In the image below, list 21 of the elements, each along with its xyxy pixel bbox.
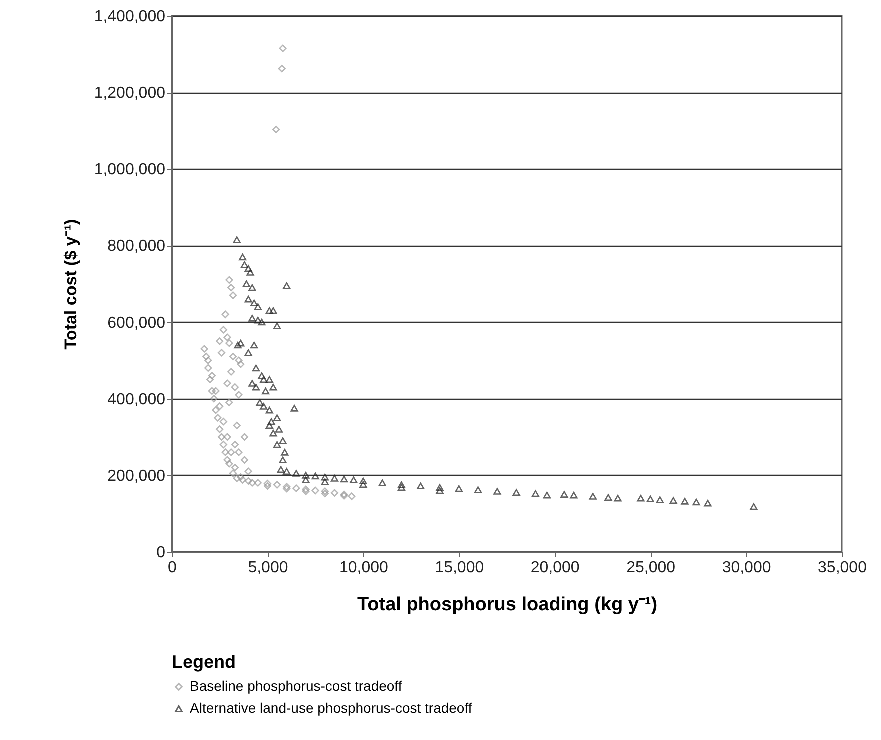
x-tick-label: 35,000	[818, 560, 868, 576]
x-tick-label: 10,000	[339, 560, 388, 576]
x-axis-title: Total phosphorus loading (kg y⁻¹)	[357, 594, 658, 616]
legend-label: Baseline phosphorus-cost tradeoff	[190, 678, 402, 694]
y-tick-label: 1,400,000	[94, 8, 166, 26]
y-tick-label: 1,200,000	[94, 85, 166, 102]
y-axis-title: Total cost ($ y⁻¹)	[61, 219, 80, 350]
x-tick-label: 15,000	[435, 560, 484, 576]
legend-title: Legend	[172, 652, 236, 672]
x-tick-label: 0	[168, 560, 178, 576]
y-tick-label: 600,000	[108, 314, 166, 332]
y-tick-label: 800,000	[108, 238, 166, 256]
y-tick-label: 200,000	[108, 468, 166, 485]
x-tick-label: 5,000	[248, 560, 288, 576]
y-tick-label: 1,000,000	[94, 162, 166, 179]
y-tick-label: 0	[156, 544, 166, 562]
x-tick-label: 20,000	[530, 560, 580, 576]
x-tick-label: 30,000	[722, 560, 772, 576]
legend-label: Alternative land-use phosphorus-cost tradeoff	[190, 700, 472, 716]
y-tick-label: 400,000	[108, 391, 166, 408]
x-tick-label: 25,000	[626, 560, 676, 576]
